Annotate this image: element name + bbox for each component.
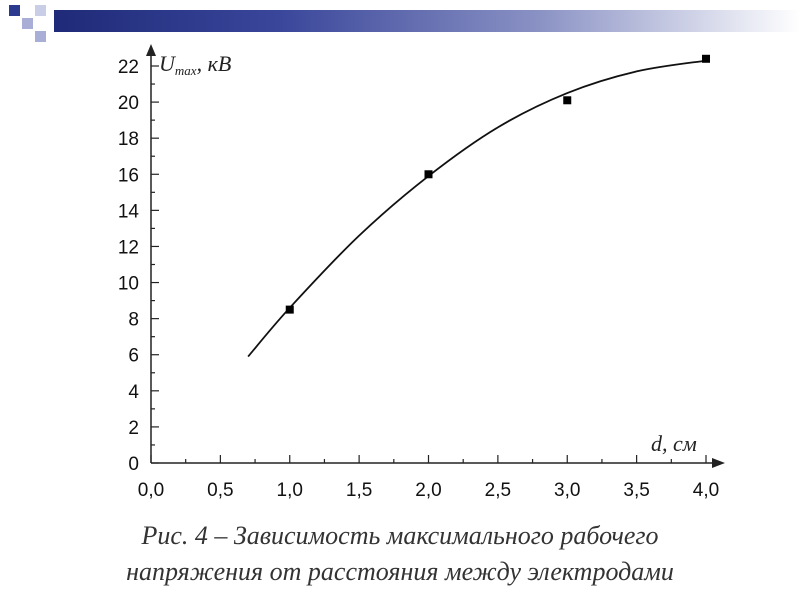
x-axis-title: d, см: [651, 431, 697, 456]
y-tick-label: 0: [128, 454, 139, 475]
chart-ticks: 0 2 4 6 8 10 12 14 16 18 20 22 0,0 0,5 1,0 1,5 2,0 2,5 3,0…: [118, 57, 719, 501]
caption-line-2: напряжения от расстояния между электрода…: [126, 557, 674, 586]
data-point-marker: [285, 305, 294, 314]
x-tick-label: 1,0: [277, 480, 303, 501]
y-tick-label: 18: [118, 129, 139, 150]
x-tick-label: 2,5: [485, 480, 511, 501]
y-tick-label: 20: [118, 93, 139, 114]
decor-square: [35, 31, 46, 42]
data-point-marker: [563, 96, 572, 105]
x-tick-label: 3,5: [623, 480, 649, 501]
y-axis-arrow: [146, 44, 156, 56]
y-tick-label: 8: [128, 310, 139, 331]
y-tick-label: 6: [128, 346, 139, 367]
fit-curve-line: [247, 59, 707, 358]
data-point-marker: [424, 170, 433, 179]
x-tick-label: 3,0: [554, 480, 580, 501]
caption-line-1: Рис. 4 – Зависимость максимального рабоч…: [141, 521, 659, 550]
y-tick-label: 16: [118, 165, 139, 186]
y-axis-title-subscript: max: [175, 63, 197, 78]
y-tick-label: 4: [128, 382, 139, 403]
data-point-marker: [702, 54, 710, 63]
x-tick-label: 4,0: [693, 480, 719, 501]
y-axis-title-unit: , кВ: [197, 51, 232, 76]
data-points-layer: [285, 54, 710, 314]
slide-header-decoration: [0, 0, 800, 52]
y-axis-title: Umax, кВ: [159, 51, 231, 78]
y-tick-label: 12: [118, 237, 139, 258]
x-tick-label: 1,5: [346, 480, 372, 501]
y-axis-title-main: U: [159, 51, 177, 76]
y-tick-label: 14: [118, 201, 140, 222]
x-tick-label: 0,0: [138, 480, 164, 501]
y-tick-label: 10: [118, 274, 139, 295]
decor-square: [9, 5, 20, 16]
y-tick-label: 2: [128, 418, 139, 439]
x-axis-arrow: [712, 458, 725, 468]
figure-caption: Рис. 4 – Зависимость максимального рабоч…: [0, 518, 800, 590]
x-tick-label: 2,0: [415, 480, 441, 501]
y-tick-label: 22: [118, 57, 139, 78]
fit-curve-layer: [247, 59, 707, 358]
header-gradient-bar: [54, 10, 800, 32]
chart-axes: [146, 44, 725, 468]
decor-square: [35, 5, 46, 16]
decor-square: [22, 18, 33, 29]
x-tick-label: 0,5: [207, 480, 233, 501]
